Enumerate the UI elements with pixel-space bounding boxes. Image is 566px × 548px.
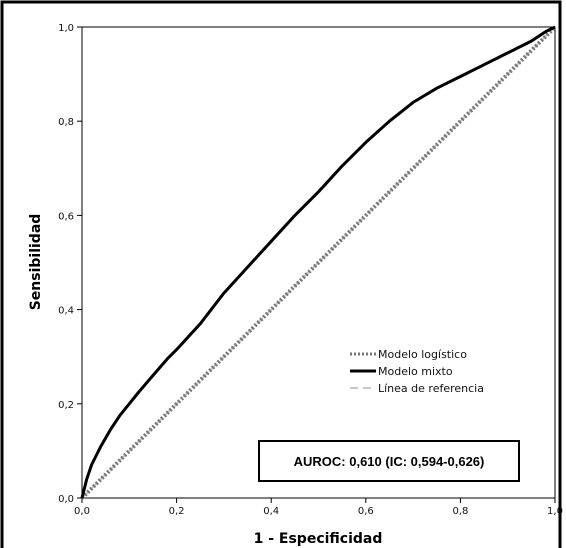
x-tick-label: 0,6: [358, 506, 374, 517]
y-tick-label: 1,0: [58, 23, 74, 34]
legend-label-referencia: Línea de referencia: [378, 382, 484, 395]
y-tick-label: 0,6: [58, 211, 74, 222]
y-tick-label: 0,0: [58, 494, 74, 505]
y-tick-label: 0,4: [58, 306, 74, 317]
legend-label-logistico: Modelo logístico: [378, 348, 467, 361]
x-tick-label: 0,8: [452, 506, 468, 517]
auroc-annotation: AUROC: 0,610 (IC: 0,594-0,626): [259, 441, 519, 481]
y-tick-label: 0,8: [58, 117, 74, 128]
legend-label-mixto: Modelo mixto: [378, 365, 453, 378]
x-tick-label: 0,4: [263, 506, 279, 517]
x-axis-label: 1 - Especificidad: [254, 531, 383, 547]
y-axis-label: Sensibilidad: [28, 214, 44, 311]
x-tick-label: 0,2: [169, 506, 185, 517]
x-tick-label: 0,0: [74, 506, 90, 517]
x-tick-label: 1,0: [547, 506, 563, 517]
auroc-text: AUROC: 0,610 (IC: 0,594-0,626): [294, 454, 485, 469]
y-tick-label: 0,2: [58, 400, 74, 411]
